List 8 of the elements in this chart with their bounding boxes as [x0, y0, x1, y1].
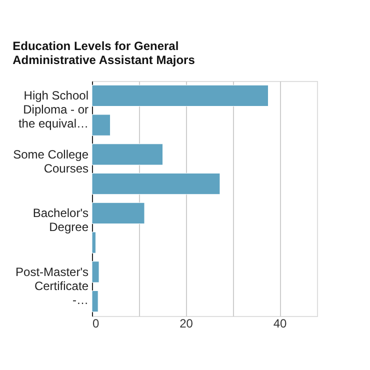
- y-tick-label: High School Diploma - or the equival…: [18, 88, 88, 131]
- x-tick-label: 0: [92, 316, 100, 330]
- y-tick-label: Bachelor's Degree: [32, 206, 89, 234]
- x-tick-label: 20: [180, 316, 194, 330]
- y-tick-label: Some College Courses: [13, 147, 89, 176]
- y-tick-label: Post-Master's Certificate -…: [16, 264, 89, 307]
- x-tick-label: 40: [273, 316, 287, 330]
- chart-title: Education Levels for General Administrative Assistant Majors: [12, 39, 196, 67]
